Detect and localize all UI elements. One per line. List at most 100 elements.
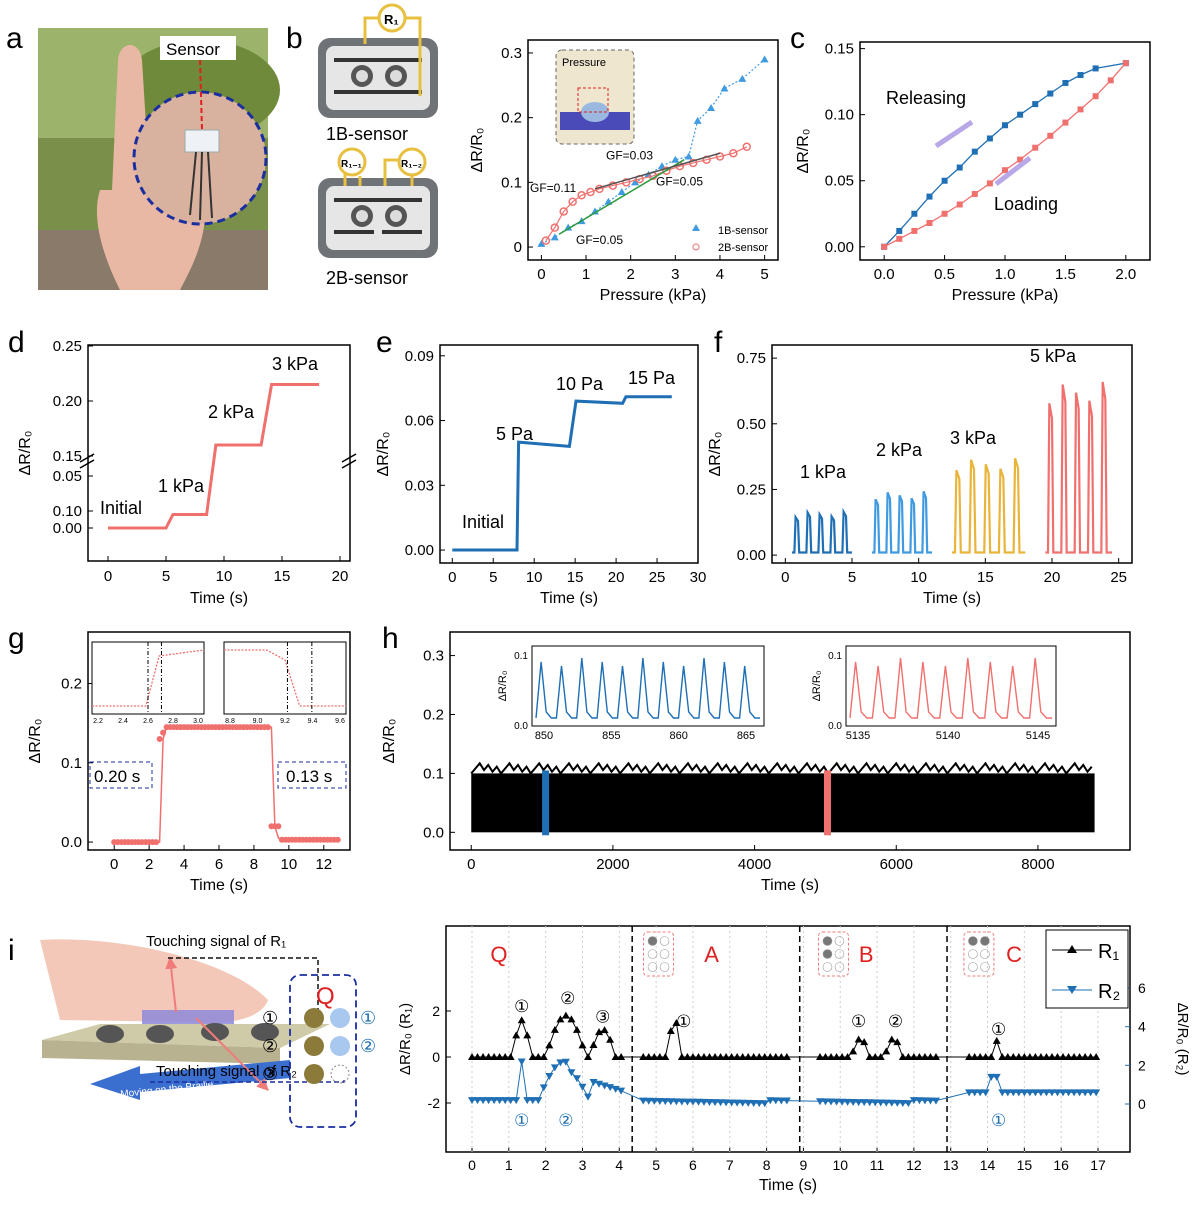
svg-text:②: ② [360,1036,376,1056]
y-tick-label: 0.2 [423,706,444,723]
inset-tick-label: 5140 [936,730,960,742]
data-point-r2 [1036,1089,1045,1097]
y-tick-label: 0.2 [61,676,82,693]
peak-marker: ② [560,989,575,1008]
data-point-r1 [815,1053,824,1060]
segment-letter: Q [490,942,507,967]
y2-tick-label: 2 [1138,1057,1146,1073]
y-tick-label: 0.1 [61,755,82,772]
segment-letter: A [704,942,719,967]
y-tick-label: 0.1 [501,174,522,191]
data-point-r2 [827,1098,836,1106]
data-point-r2 [876,1099,885,1107]
y-tick-label: 0.15 [53,448,82,465]
x-tick-label: 0 [781,569,789,586]
y-tick-label: 0.0 [61,834,82,851]
data-point-r1 [1064,1053,1073,1060]
data-point [1077,72,1084,79]
data-point [153,839,160,846]
data-point-r2 [965,1089,974,1097]
data-point-r2 [904,1100,913,1108]
data-point-r1 [473,1053,482,1060]
braille-mini-box [817,931,849,977]
x-axis-label: Time (s) [759,1177,817,1194]
braille-dot [968,962,978,972]
legend-marker [692,243,700,251]
data-point [720,84,729,92]
axes-frame [527,39,779,261]
inset-tick-label: 9.4 [308,718,318,725]
data-point [956,201,963,208]
data-point-r2 [1064,1089,1073,1097]
cycling-envelope [470,761,1093,776]
x-tick-label: 5 [760,266,768,283]
data-point-r2 [1070,1089,1079,1097]
data-point-r2 [931,1097,940,1105]
axis-break-icon [79,453,357,469]
data-point-r1 [550,1025,559,1033]
peak-marker: ② [888,1012,903,1031]
legend-marker [1067,986,1077,994]
data-point [662,166,671,175]
x-tick-label: 14 [980,1157,996,1173]
data-point-r1 [578,1041,587,1049]
braille-q-letter: Q [316,983,335,1010]
data-point-r1 [1092,1053,1101,1060]
data-point-r1 [876,1053,885,1060]
x-tick-label: 13 [943,1157,959,1173]
data-point-r2 [556,1059,565,1067]
sensor-chip [184,129,220,153]
data-point-r2 [583,1093,592,1101]
data-point [896,235,903,242]
data-point-r2 [1092,1089,1101,1097]
data-point-r2 [694,1098,703,1106]
data-point-r1 [495,1053,504,1060]
x-axis-label: Time (s) [540,590,598,607]
data-point-r1 [683,1053,692,1060]
peak-marker-r2: ① [514,1111,529,1130]
data-point-r1 [1059,1053,1068,1060]
x-tick-label: 20 [608,569,625,586]
data-point [160,729,167,736]
gf-annotation: GF=0.11 [530,181,576,195]
data-point-r1 [915,1053,924,1060]
panel-h-letter: h [382,622,399,655]
data-point-r1 [865,1053,874,1060]
x-tick-label: 2 [542,1157,550,1173]
chart-h: 0 2000 4000 6000 8000 0.0 0.1 0.2 0.3 Time (s) ΔR/… [381,631,1131,894]
data-point-r1 [882,1047,891,1055]
series-r2 [472,1061,1097,1104]
gf-annotation: GF=0.03 [606,149,653,163]
inset-series [849,657,1052,719]
y-tick-label: 0.3 [423,648,444,665]
x-tick-label: 6 [689,1157,697,1173]
panel-c-letter: c [790,22,805,55]
x-tick-label: 4 [716,266,724,283]
data-point-r2 [528,1097,537,1105]
data-point-r2 [550,1064,559,1072]
x-tick-label: 0 [468,1157,476,1173]
data-point-r1 [716,1053,725,1060]
inset-label: Pressure [562,57,606,69]
braille-mini-box [963,931,995,977]
data-point-r2 [998,1089,1007,1097]
x-tick-label: 10 [526,569,543,586]
data-point-r1 [1053,1053,1062,1060]
x-axis-label: Time (s) [190,877,248,894]
data-point-r1 [981,1053,990,1060]
svg-text:③: ③ [262,1064,278,1084]
data-point-r2 [479,1097,488,1105]
data-point-r2 [760,1100,769,1108]
data-point-r2 [655,1097,664,1105]
data-point-r1 [545,1041,554,1049]
chart-b: 0 1 2 3 4 5 0 0.1 0.2 0.3 Pressure (kPa) ΔR/R₀ Press… [469,39,779,304]
data-point-r2 [744,1099,753,1107]
data-point [1032,101,1039,108]
y-tick-label: 0.00 [825,239,854,256]
data-point-r1 [600,1026,609,1034]
peak-marker: ① [514,997,529,1016]
inset-tick-label: 9.0 [253,718,263,725]
x-tick-label: 20 [332,568,349,585]
y2-tick-label: 4 [1138,1019,1146,1035]
